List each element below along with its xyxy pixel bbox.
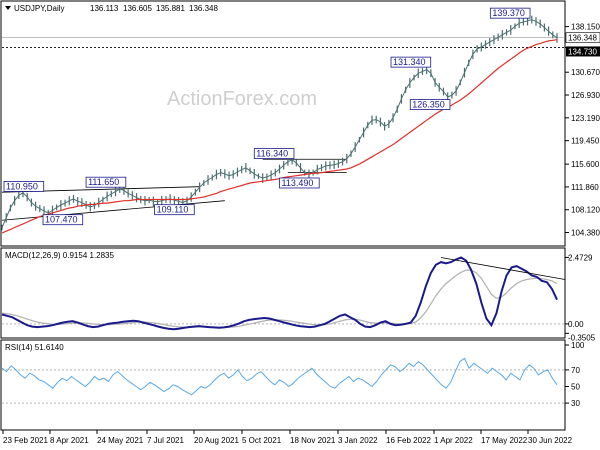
macd-ytick-label: -0.3505 [568, 333, 596, 342]
price-annotation-box [409, 99, 451, 110]
x-tick-label: 8 Apr 2021 [50, 436, 89, 445]
price-annotation-box [279, 177, 320, 189]
price-ytick-label: 104.380 [571, 229, 600, 238]
x-tick-label: 20 Aug 2021 [194, 436, 239, 445]
price-annotation-box [253, 148, 295, 160]
price-header-value: 135.881 [156, 4, 185, 13]
macd-divergence-line [440, 257, 566, 280]
price-title: USDJPY,Daily [14, 4, 65, 13]
rsi-title: RSI(14) 51.6140 [5, 343, 64, 352]
macd-signal-line [1, 269, 558, 328]
macd-title: MACD(12,26,9) 0.9154 1.2835 [5, 251, 115, 260]
macd-line [1, 256, 558, 331]
price-annotation-box [85, 176, 127, 188]
rsi-ytick-label: 100 [571, 341, 585, 350]
x-tick-label: 17 May 2022 [481, 436, 528, 445]
price-header-value: 136.605 [123, 4, 152, 13]
x-tick-label: 5 Oct 2021 [242, 436, 282, 445]
price-annotation-box [154, 204, 195, 216]
price-annotation-box [42, 214, 84, 226]
rsi-ytick-label: 70 [571, 366, 580, 375]
x-tick-label: 23 Feb 2021 [3, 436, 48, 445]
x-tick-label: 1 Apr 2022 [434, 436, 473, 445]
price-annotation-label: 131.340 [393, 57, 426, 67]
rsi-ytick-label: 50 [571, 383, 580, 392]
rsi-panel-frame [0, 339, 566, 431]
macd-ytick-label: 0.00 [568, 320, 584, 329]
price-ytick-label: 138.150 [571, 23, 600, 32]
price-annotation-label: 113.490 [282, 178, 314, 188]
x-tick-label: 24 May 2021 [97, 436, 144, 445]
x-tick-label: 30 Jun 2022 [528, 436, 573, 445]
x-tick-label: 18 Nov 2021 [290, 436, 336, 445]
price-annotation-box [390, 56, 432, 68]
price-annotation-label: 116.340 [256, 149, 288, 159]
price-annotation-label: 110.950 [6, 181, 38, 191]
price-annotation-box [489, 7, 531, 19]
price-header-value: 136.113 [90, 4, 119, 13]
price-header-values: 136.113 136.605 135.881 136.348 [90, 4, 218, 13]
price-annotation-label: 111.650 [88, 177, 119, 187]
level-label: 134.730 [568, 47, 597, 56]
price-header-value: 136.348 [189, 4, 218, 13]
price-ytick-label: 108.120 [571, 206, 600, 215]
price-ytick-label: 126.930 [571, 91, 600, 100]
x-tick-label: 16 Feb 2022 [386, 436, 431, 445]
rsi-ytick-label: 30 [571, 399, 580, 408]
rsi-line [1, 357, 558, 396]
current-price-box [565, 32, 600, 43]
price-ytick-label: 123.190 [571, 114, 600, 123]
x-tick-label: 3 Jan 2022 [338, 436, 378, 445]
price-ytick-label: 119.450 [571, 137, 600, 146]
watermark: ActionForex.com [167, 88, 317, 110]
price-ytick-label: 115.600 [571, 160, 600, 169]
price-annotation-label: 109.110 [157, 205, 189, 215]
price-annotation-label: 139.370 [492, 8, 525, 18]
macd-ytick-label: 2.4729 [568, 253, 593, 262]
dropdown-triangle-icon [5, 6, 11, 10]
price-annotation-box [3, 181, 45, 192]
price-ytick-label: 130.670 [571, 68, 600, 77]
price-ytick-label: 111.860 [571, 183, 599, 192]
price-annotation-label: 126.350 [412, 100, 445, 110]
price-annotation-label: 107.470 [45, 215, 78, 225]
level-box [566, 46, 600, 57]
x-tick-label: 7 Jul 2021 [147, 436, 184, 445]
current-price-label: 136.348 [568, 34, 597, 43]
price-line [1, 19, 558, 228]
